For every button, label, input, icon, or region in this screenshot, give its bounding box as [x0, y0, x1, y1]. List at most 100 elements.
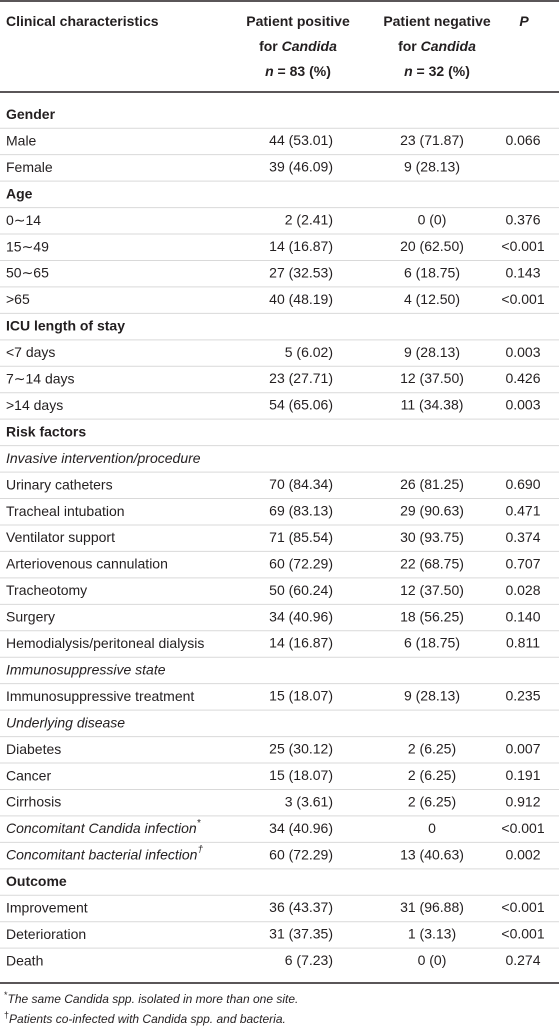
- cell-negative: 6 (18.75): [404, 635, 460, 651]
- cell-positive: 2 (2.41): [285, 212, 333, 228]
- label-text: Arteriovenous cannulation: [6, 555, 168, 571]
- label-text: 50∼65: [6, 264, 49, 280]
- cell-negative: 13 (40.63): [400, 846, 464, 862]
- label-text: Concomitant bacterial infection: [6, 846, 198, 862]
- row-label: Death: [6, 952, 43, 968]
- cell-positive: 54 (65.06): [269, 397, 333, 413]
- row-label: 50∼65: [6, 264, 49, 280]
- label-text: Immunosuppressive state: [6, 661, 166, 677]
- row-label: Hemodialysis/peritoneal dialysis: [6, 635, 204, 651]
- row-label: Invasive intervention/procedure: [6, 450, 201, 466]
- cell-negative: 1 (3.13): [408, 926, 456, 942]
- footnote-text: Patients co-infected with Candida spp. a…: [9, 1012, 286, 1026]
- cell-negative: 26 (81.25): [400, 476, 464, 492]
- label-text: Cirrhosis: [6, 793, 61, 809]
- column-header: Patient negative: [383, 13, 491, 29]
- row-label: 15∼49: [6, 238, 49, 254]
- cell-negative: 30 (93.75): [400, 529, 464, 545]
- row-label: Improvement: [6, 899, 88, 915]
- label-text: Deterioration: [6, 926, 86, 942]
- cell-p: 0.003: [505, 397, 540, 413]
- row-label: Gender: [6, 106, 56, 122]
- cell-positive: 34 (40.96): [269, 608, 333, 624]
- column-header: for Candida: [259, 38, 337, 54]
- column-header: for Candida: [398, 38, 476, 54]
- row-label: >65: [6, 291, 30, 307]
- text-segment: Candida: [421, 38, 476, 54]
- cell-positive: 34 (40.96): [269, 820, 333, 836]
- cell-negative: 9 (28.13): [404, 688, 460, 704]
- label-text: Hemodialysis/peritoneal dialysis: [6, 635, 204, 651]
- cell-p: 0.007: [505, 741, 540, 757]
- row-label: Concomitant Candida infection*: [6, 818, 202, 836]
- cell-negative: 2 (6.25): [408, 793, 456, 809]
- footnote-marker: †: [4, 1010, 9, 1020]
- row-label: >14 days: [6, 397, 63, 413]
- column-header: Clinical characteristics: [6, 13, 159, 29]
- row-label: <7 days: [6, 344, 55, 360]
- cell-positive: 71 (85.54): [269, 529, 333, 545]
- cell-negative: 9 (28.13): [404, 344, 460, 360]
- row-label: Outcome: [6, 873, 67, 889]
- label-text: <7 days: [6, 344, 55, 360]
- cell-negative: 0 (0): [418, 952, 447, 968]
- row-label: Risk factors: [6, 423, 86, 439]
- row-label: 7∼14 days: [6, 370, 75, 386]
- text-segment: Candida: [282, 38, 337, 54]
- cell-negative: 2 (6.25): [408, 767, 456, 783]
- text-segment: for: [398, 38, 421, 54]
- cell-positive: 40 (48.19): [269, 291, 333, 307]
- cell-p: 0.471: [505, 502, 540, 518]
- label-text: Female: [6, 159, 53, 175]
- label-text: Risk factors: [6, 423, 86, 439]
- cell-p: 0.235: [505, 688, 540, 704]
- cell-negative: 31 (96.88): [400, 899, 464, 915]
- label-text: >65: [6, 291, 30, 307]
- text-segment: P: [519, 13, 529, 29]
- column-header: n = 32 (%): [404, 63, 470, 79]
- text-segment: Clinical characteristics: [6, 13, 159, 29]
- cell-p: 0.191: [505, 767, 540, 783]
- cell-positive: 31 (37.35): [269, 926, 333, 942]
- row-label: Female: [6, 159, 53, 175]
- footnote: *The same Candida spp. isolated in more …: [4, 990, 298, 1006]
- cell-negative: 23 (71.87): [400, 132, 464, 148]
- text-segment: for: [259, 38, 282, 54]
- cell-p: 0.143: [505, 264, 540, 280]
- row-label: Underlying disease: [6, 714, 125, 730]
- label-text: Cancer: [6, 767, 51, 783]
- cell-positive: 3 (3.61): [285, 793, 333, 809]
- cell-p: <0.001: [501, 820, 544, 836]
- cell-p: <0.001: [501, 238, 544, 254]
- label-text: Urinary catheters: [6, 476, 113, 492]
- column-header: n = 83 (%): [265, 63, 331, 79]
- column-header: P: [519, 13, 529, 29]
- row-label: Tracheotomy: [6, 582, 87, 598]
- label-text: Improvement: [6, 899, 88, 915]
- cell-p: 0.912: [505, 793, 540, 809]
- cell-p: 0.028: [505, 582, 540, 598]
- row-label: Male: [6, 132, 37, 148]
- row-label: Arteriovenous cannulation: [6, 555, 168, 571]
- cell-p: 0.003: [505, 344, 540, 360]
- footnote-marker: *: [4, 990, 8, 1000]
- row-label: Concomitant bacterial infection†: [6, 844, 203, 862]
- text-segment: n: [265, 63, 274, 79]
- text-segment: = 32 (%): [413, 63, 470, 79]
- cell-p: 0.274: [505, 952, 540, 968]
- cell-positive: 14 (16.87): [269, 635, 333, 651]
- label-text: Death: [6, 952, 43, 968]
- row-label: Immunosuppressive state: [6, 661, 166, 677]
- row-label: Urinary catheters: [6, 476, 113, 492]
- cell-negative: 11 (34.38): [401, 397, 464, 413]
- cell-positive: 15 (18.07): [269, 767, 333, 783]
- cell-negative: 20 (62.50): [400, 238, 464, 254]
- cell-p: 0.140: [505, 608, 540, 624]
- cell-p: 0.707: [505, 555, 540, 571]
- cell-positive: 15 (18.07): [269, 688, 333, 704]
- text-segment: n: [404, 63, 413, 79]
- cell-negative: 29 (90.63): [400, 502, 464, 518]
- footnote-marker: *: [197, 818, 202, 829]
- label-text: 0∼14: [6, 212, 41, 228]
